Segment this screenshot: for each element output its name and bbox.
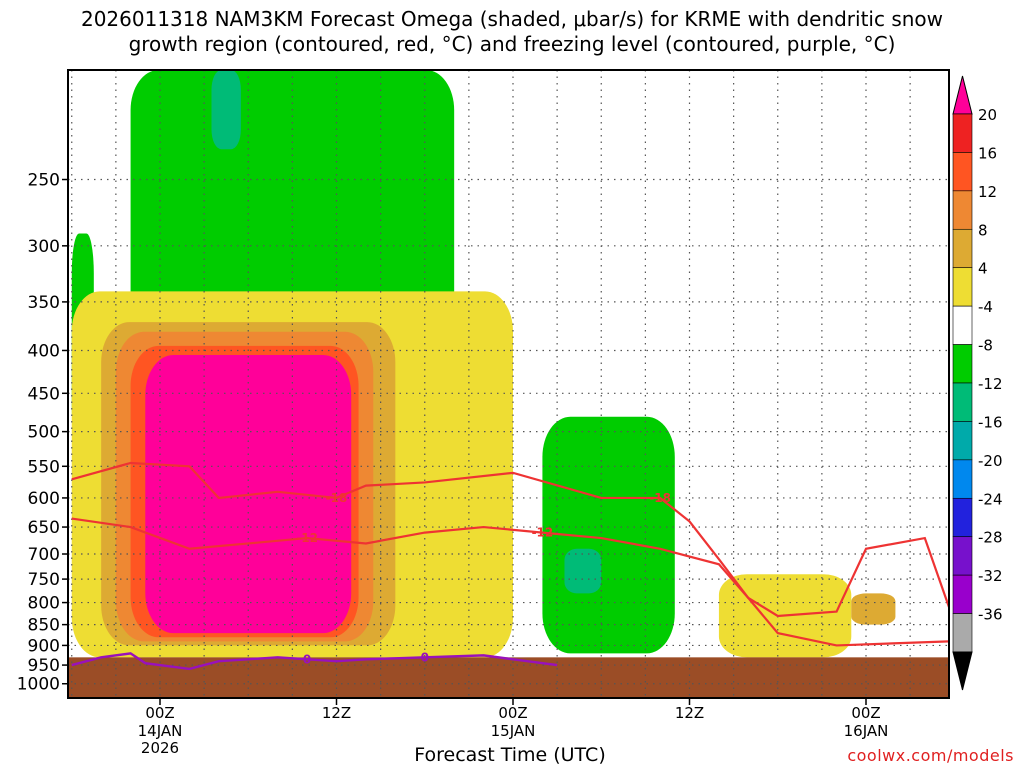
dendritic-contour-label: -12	[532, 526, 554, 540]
chart-title-line-1: 2026011318 NAM3KM Forecast Omega (shaded…	[80, 7, 944, 31]
colorbar-swatch	[952, 574, 973, 614]
omega-region-1	[211, 70, 241, 150]
dendritic-contour--12	[71, 517, 950, 647]
y-tick-label: 300	[28, 237, 60, 257]
colorbar-swatch	[952, 497, 973, 538]
x-tick-label: 12Z	[675, 704, 704, 722]
y-tick-label: 350	[28, 293, 60, 313]
y-tick-label: 1000	[17, 675, 60, 695]
y-tick-label: 250	[28, 171, 60, 191]
omega-region-3	[542, 416, 675, 654]
freezing-contour-label: 0	[303, 652, 311, 666]
colorbar-bottom-arrow	[952, 651, 973, 691]
colorbar-label: -12	[978, 375, 1003, 393]
x-tick-date-label: 16JAN	[844, 722, 889, 740]
x-axis-title: Forecast Time (UTC)	[414, 744, 606, 766]
colorbar-swatch	[952, 113, 973, 153]
omega-region-11	[851, 593, 896, 625]
y-tick-label: 800	[28, 594, 60, 614]
y-tick-label: 600	[28, 489, 60, 509]
colorbar-swatch	[952, 613, 973, 653]
x-tick-date-label: 15JAN	[491, 722, 536, 740]
colorbar-label: 4	[978, 260, 988, 278]
colorbar-swatch	[952, 459, 973, 499]
colorbar-label: -4	[978, 298, 993, 316]
x-tick-label: 00Z	[498, 704, 527, 722]
colorbar-top-arrow	[952, 75, 973, 115]
x-tick-label: 00Z	[851, 704, 880, 722]
colorbar-swatch	[952, 382, 973, 422]
colorbar-label: -32	[978, 567, 1003, 585]
colorbar-label: -28	[978, 529, 1003, 547]
ground-fill	[68, 657, 949, 698]
colorbar-label: -16	[978, 413, 1003, 431]
y-tick-label: 700	[28, 545, 60, 565]
colorbar-label: -36	[978, 606, 1003, 624]
colorbar-label: -24	[978, 490, 1003, 508]
colorbar-label: 16	[978, 144, 997, 162]
x-tick-date-label: 14JAN	[138, 722, 183, 740]
colorbar-swatch	[952, 267, 973, 307]
dendritic-contour-label: -18	[326, 491, 348, 505]
colorbar-swatch	[952, 305, 973, 345]
chart-title-line-2: growth region (contoured, red, °C) and f…	[128, 32, 896, 56]
x-tick-label: 00Z	[145, 704, 174, 722]
y-tick-label: 650	[28, 518, 60, 538]
omega-region-4	[564, 548, 602, 594]
dendritic-contour-label: -12	[296, 531, 318, 545]
dendritic-contour--18	[71, 461, 951, 618]
colorbar-label: 8	[978, 221, 988, 239]
freezing-contour-label: 0	[421, 650, 429, 664]
colorbar-swatch	[952, 228, 973, 269]
credit-link[interactable]: coolwx.com/models	[847, 746, 1014, 765]
y-tick-label: 900	[28, 636, 60, 656]
colorbar-swatch	[952, 190, 973, 230]
y-tick-label: 950	[28, 656, 60, 676]
y-tick-label: 850	[28, 616, 60, 636]
y-tick-label: 750	[28, 570, 60, 590]
colorbar-swatch	[952, 536, 973, 576]
colorbar-label: -8	[978, 337, 993, 355]
colorbar-swatch	[952, 152, 973, 192]
x-tick-year-label: 2026	[141, 739, 179, 757]
x-tick-label: 12Z	[322, 704, 351, 722]
y-tick-label: 500	[28, 423, 60, 443]
plot-frame	[67, 69, 950, 699]
colorbar-label: -20	[978, 452, 1003, 470]
colorbar-label: 12	[978, 183, 997, 201]
colorbar-swatch	[952, 421, 973, 461]
dendritic-contour-label: -18	[649, 491, 671, 505]
colorbar-swatch	[952, 344, 973, 384]
y-tick-label: 400	[28, 341, 60, 361]
colorbar-label: 20	[978, 106, 997, 124]
y-tick-label: 550	[28, 457, 60, 477]
freezing-contour-0	[71, 652, 558, 671]
y-tick-label: 450	[28, 384, 60, 404]
